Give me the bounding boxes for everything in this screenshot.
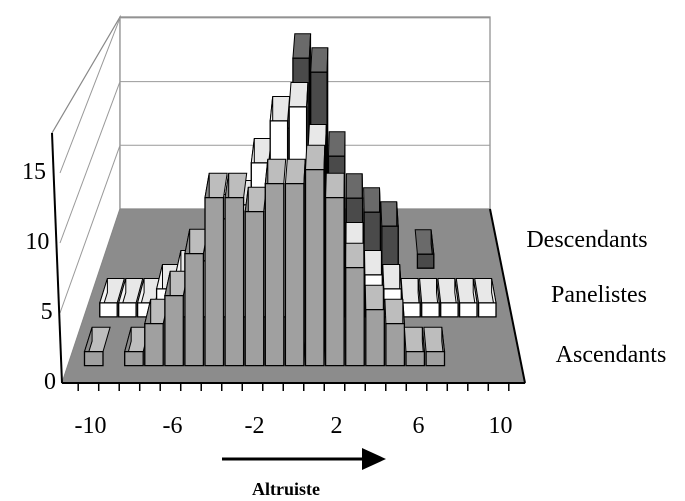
bar-front [385,322,406,367]
bar-top [345,242,365,269]
bar-ascendants [164,270,189,367]
bar-front [99,302,118,318]
bar-ascendants [83,326,111,367]
bar-front [405,350,426,367]
bar-top [327,131,346,157]
bar-top [384,298,405,325]
bar-ascendants [284,158,306,367]
bar-front [204,196,225,367]
bar-front [425,350,446,367]
bar-front [324,196,345,367]
left-wall-gridline [59,145,121,314]
bar-front [402,302,421,318]
bar-top [363,250,383,276]
series-label: Descendants [526,227,647,253]
bar-ascendants [304,144,326,367]
bar-front [124,350,144,367]
x-tick-label: -10 [74,413,106,439]
bar-ascendants [345,242,365,367]
bar-ascendants [403,326,426,367]
bar-top [380,201,399,227]
bar-front [164,294,184,367]
left-wall-gridline [59,81,121,244]
x-tick-label: 10 [489,413,513,439]
bar-panelistes [99,278,125,318]
y-tick-label: 10 [25,229,49,255]
bar-front [284,182,305,367]
bar-ascendants [204,172,228,367]
bars-layer [83,33,497,367]
bar-descendants [414,229,435,269]
bar-front [83,350,104,367]
bar-top [400,278,421,304]
bar-top [403,326,425,353]
bar-top [325,172,345,199]
bar-top [310,47,329,73]
bar-front [416,253,435,269]
bar-top [382,264,402,290]
bar-top [264,158,287,185]
y-tick-label: 0 [44,369,56,395]
bar-front [118,302,137,318]
y-axis-line [51,132,63,384]
bar-panelistes [400,278,421,318]
bar-ascendants [264,158,287,367]
bar-ascendants [124,326,150,367]
bar-top [284,158,306,185]
bar-panelistes [474,278,497,318]
x-axis-title: Altruiste [252,479,320,499]
bar-ascendants [224,172,248,367]
bar-ascendants [423,326,446,367]
bar-panelistes [419,278,440,318]
bar-front [381,225,399,269]
bar-top [345,173,364,199]
labels-layer: 0 5 10 15 -10 -6 -2 2 6 10 Ascendants Panelistes Des… [22,159,666,439]
depth-axis-line [489,208,526,384]
bar-descendants [380,201,399,269]
bar-top [292,33,312,59]
bar-ascendants [244,186,267,367]
y-tick-label: 5 [41,299,53,325]
bar-ascendants [384,298,406,367]
x-tick-label: 6 [413,413,425,439]
bar-front [244,210,265,367]
bar-top [288,82,309,108]
bar-front [304,168,325,367]
bar-front [144,322,164,367]
bar-front [477,302,497,318]
bar-ascendants [364,284,385,367]
bar-front [264,182,285,367]
altruiste-arrow-head [362,448,386,470]
series-label: Ascendants [556,342,667,368]
bar-panelistes [455,278,478,318]
bar-top [304,144,326,171]
bar-front [345,266,365,367]
axes-layer [51,132,526,391]
bar-front [421,302,440,318]
bar-ascendants [324,172,345,367]
bar-front [365,308,385,367]
bar-ascendants [184,228,209,367]
x-tick-label: 2 [331,413,343,439]
bar-front [184,252,205,367]
bar-panelistes [437,278,459,318]
x-tick-label: -2 [244,413,264,439]
bar-front [224,196,245,367]
bar-front [458,302,478,318]
series-label: Panelistes [551,282,647,308]
bar-top [364,284,385,311]
left-wall-gridline [59,17,121,174]
x-tick-label: -6 [162,413,182,439]
y-tick-label: 15 [22,159,46,185]
bar-panelistes [118,278,144,318]
bar-top [363,187,381,213]
bar-front [440,302,459,318]
xlabel-group: Altruiste [222,448,386,499]
